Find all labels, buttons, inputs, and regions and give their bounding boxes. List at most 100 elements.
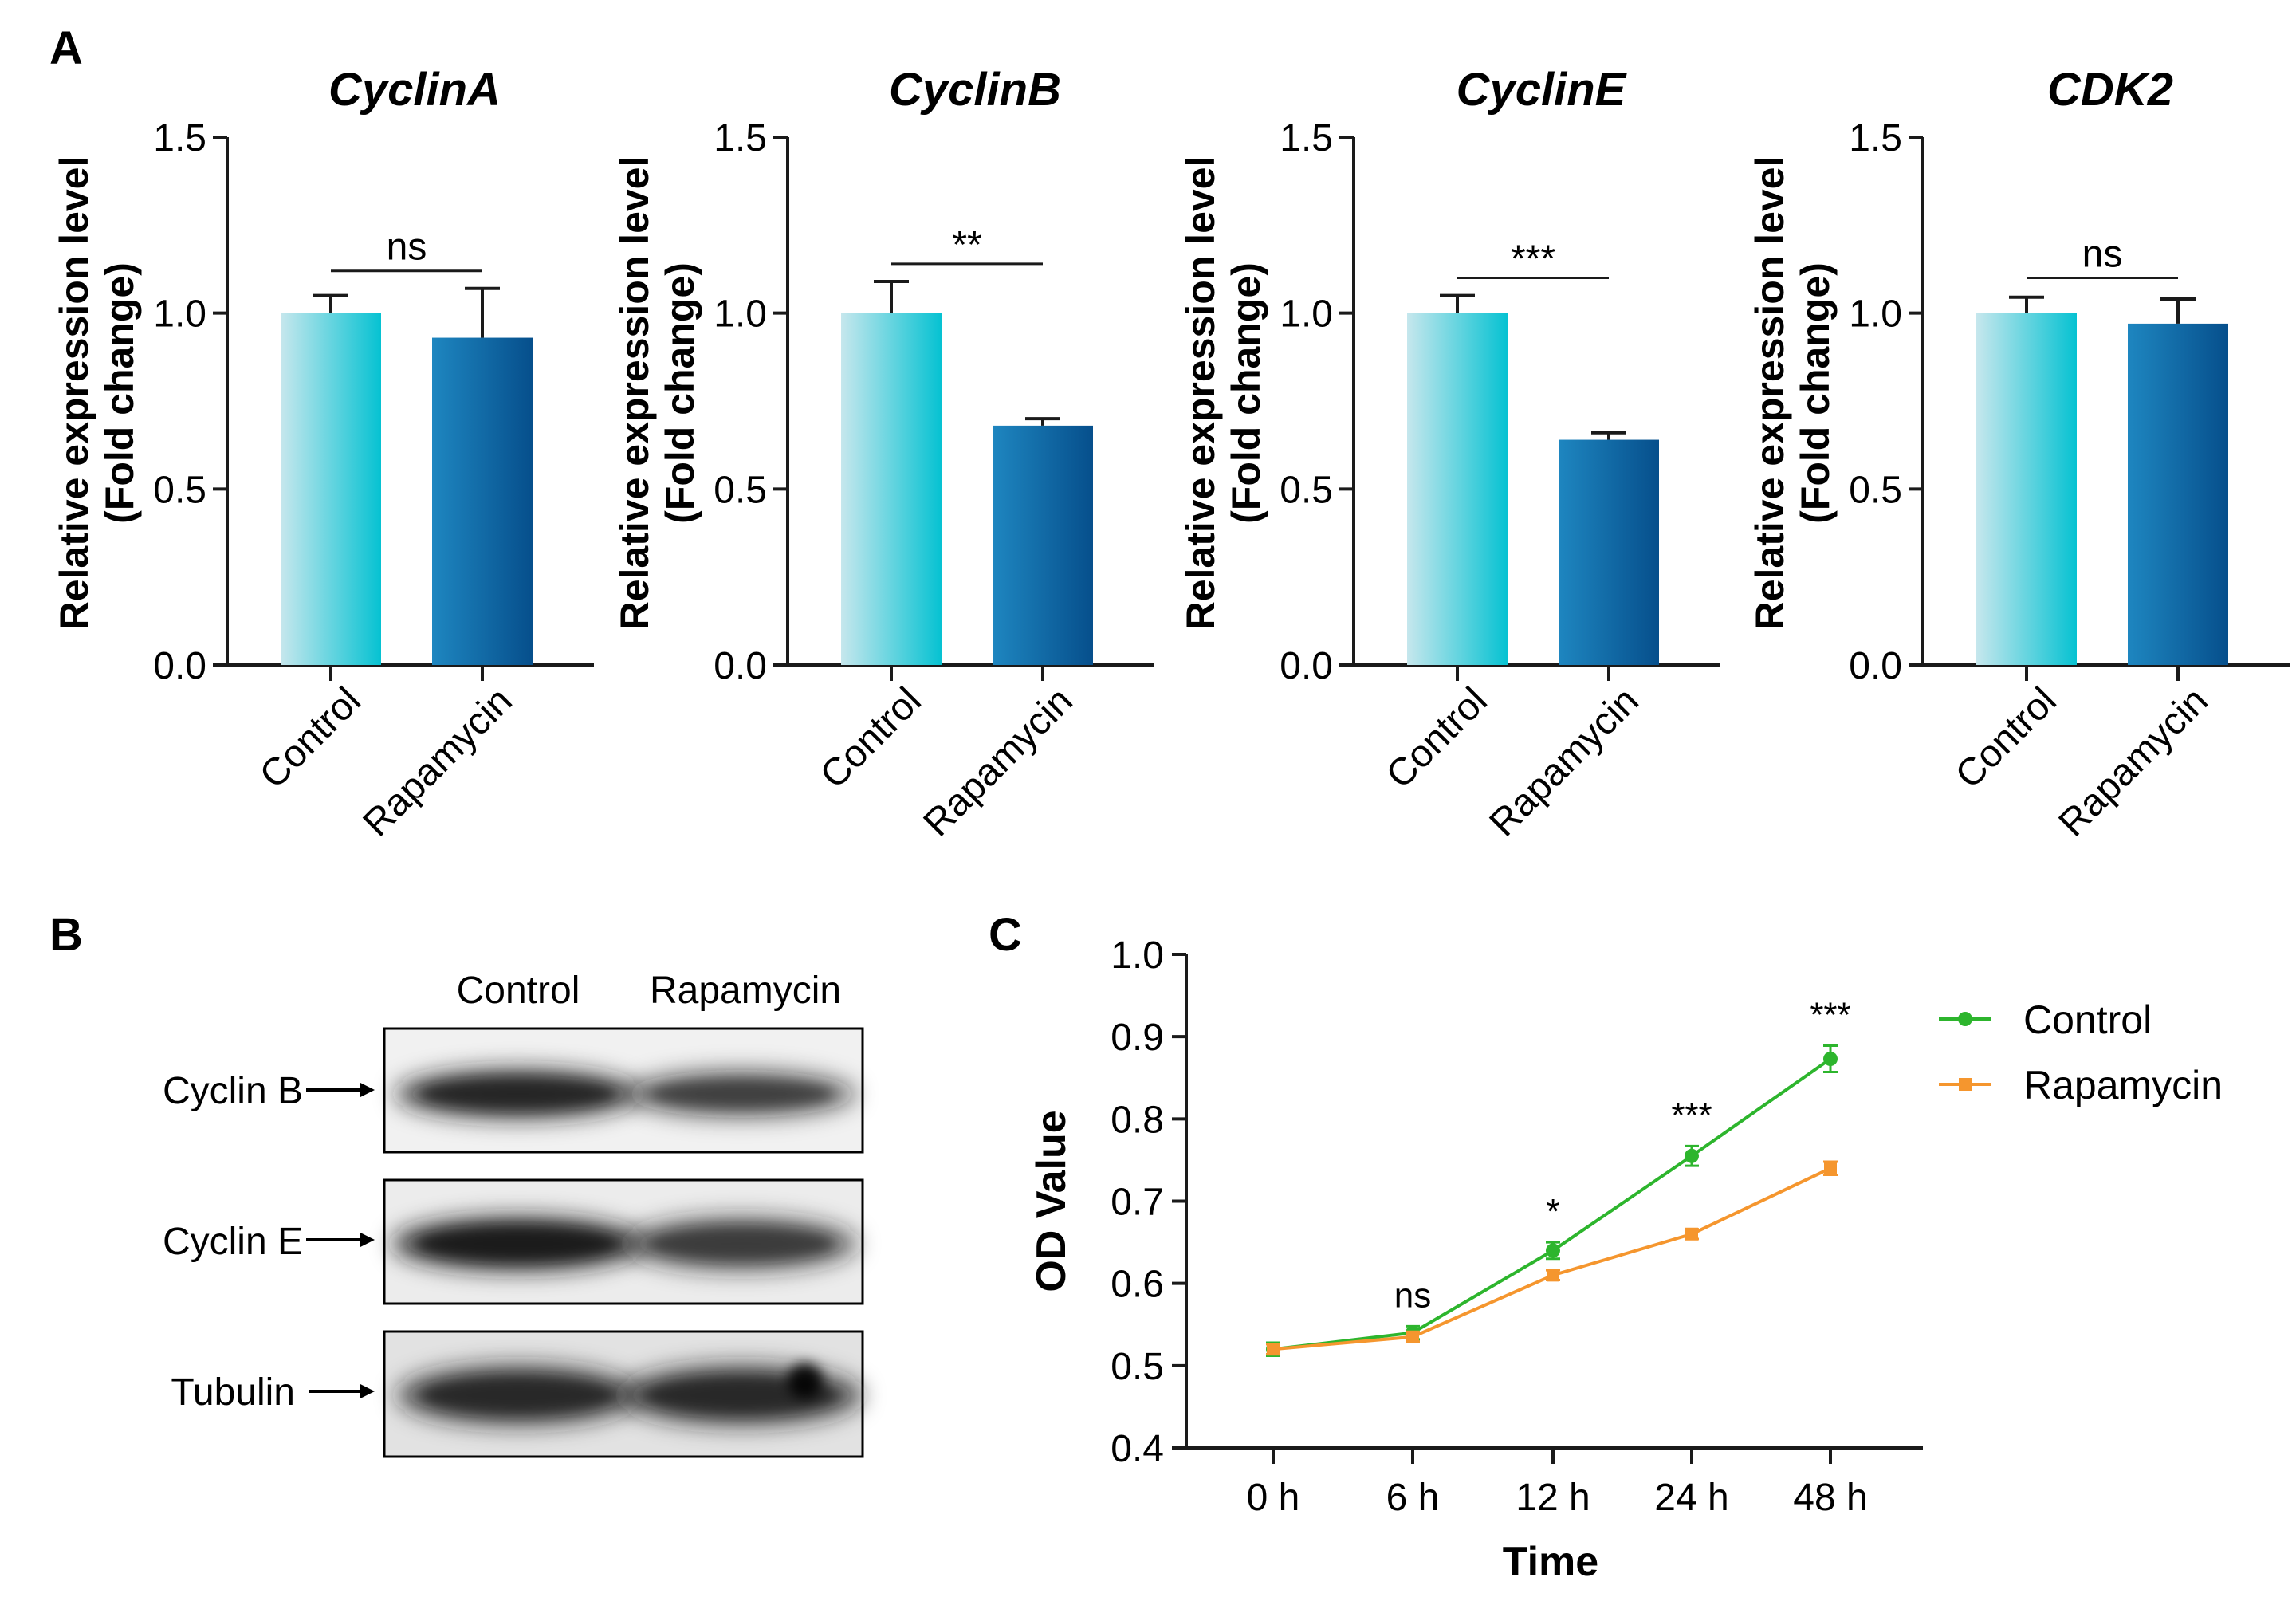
- bar-control: [1976, 313, 2077, 665]
- y-axis-label: Relative expression level: [1748, 156, 1792, 631]
- x-tick-label: 48 h: [1793, 1477, 1867, 1519]
- x-tick-label: 0 h: [1247, 1477, 1300, 1519]
- y-tick-label: 0.5: [153, 469, 206, 511]
- blot-bands: [395, 1068, 856, 1120]
- blot-band-core: [417, 1225, 619, 1262]
- data-point: [1685, 1227, 1698, 1241]
- x-tick-label: 12 h: [1516, 1477, 1590, 1519]
- panel-label-b: B: [49, 909, 83, 961]
- bar-control: [841, 313, 942, 665]
- y-tick-label: 1.5: [1280, 117, 1333, 159]
- x-tick-label: 24 h: [1654, 1477, 1728, 1519]
- x-tick-label: Rapamycin: [2051, 679, 2216, 844]
- bar-chart-cycline: CyclinE Relative expression level (Fold ch…: [1178, 64, 1720, 845]
- x-tick-label: Control: [1948, 679, 2065, 797]
- blot-bands: [397, 1363, 863, 1426]
- y-axis-label: Relative expression level: [1178, 156, 1223, 631]
- significance-label: ***: [1511, 238, 1555, 281]
- blot-row-label: Cyclin E: [163, 1221, 303, 1263]
- data-point: [1824, 1162, 1837, 1175]
- y-tick-label: 0.5: [1280, 469, 1333, 511]
- arrow-head: [360, 1384, 375, 1398]
- y-tick-label: 0.0: [1280, 645, 1333, 687]
- bar-chart-cyclina: CyclinA Relative expression level (Fold ch…: [52, 64, 594, 845]
- data-point: [1547, 1269, 1559, 1282]
- y-tick-label: 1.0: [1111, 934, 1164, 977]
- blot-row-tubulin: Tubulin: [171, 1330, 864, 1458]
- x-tick-label: Rapamycin: [916, 679, 1081, 844]
- data-point: [1685, 1148, 1699, 1163]
- y-tick-label: 1.5: [714, 117, 767, 159]
- blot-band-spot: [788, 1363, 823, 1398]
- y-axis-label-unit: (Fold change): [1793, 262, 1838, 524]
- y-axis-label-unit: (Fold change): [1224, 262, 1268, 524]
- blot-band-core: [648, 1225, 835, 1262]
- y-tick-label: 1.0: [153, 293, 206, 336]
- bar-rapamycin: [1559, 439, 1659, 665]
- y-tick-label: 0.0: [714, 645, 767, 687]
- y-axis-label: OD Value: [1028, 1110, 1075, 1292]
- legend-label: Rapamycin: [2023, 1063, 2223, 1107]
- x-tick-label: 6 h: [1386, 1477, 1440, 1519]
- x-tick-label: Control: [812, 679, 930, 797]
- bar-chart-cdk2: CDK2 Relative expression level (Fold chang…: [1748, 64, 2290, 845]
- series-rapamycin: [1266, 1160, 1838, 1356]
- arrow-head: [360, 1233, 375, 1247]
- significance-label: ns: [1394, 1276, 1431, 1315]
- legend-label: Control: [2023, 997, 2152, 1042]
- legend-marker: [1958, 1012, 1972, 1026]
- data-point: [1406, 1330, 1419, 1343]
- bar-rapamycin: [2128, 323, 2228, 665]
- y-axis-label: Relative expression level: [612, 156, 657, 631]
- panel-label-c: C: [989, 909, 1022, 961]
- y-tick-label: 0.6: [1111, 1264, 1164, 1306]
- y-tick-label: 0.5: [1111, 1346, 1164, 1388]
- x-tick-label: Rapamycin: [1482, 679, 1647, 844]
- chart-title: CyclinB: [889, 64, 1061, 116]
- x-tick-label: Rapamycin: [356, 679, 521, 844]
- bar-control: [1407, 313, 1508, 665]
- x-tick-label: Control: [1378, 679, 1496, 797]
- significance-label: ns: [387, 226, 427, 269]
- y-tick-label: 1.0: [1849, 293, 1902, 336]
- blot-band-core: [419, 1077, 617, 1111]
- blot-row-cyclin-b: Cyclin B: [163, 1027, 864, 1154]
- blot-band-core: [649, 1078, 834, 1110]
- y-tick-label: 0.5: [714, 469, 767, 511]
- chart-title: CDK2: [2047, 64, 2173, 116]
- y-tick-label: 1.0: [1280, 293, 1333, 336]
- data-point: [1546, 1243, 1560, 1258]
- bar-chart-cyclinb: CyclinB Relative expression level (Fold ch…: [612, 64, 1154, 845]
- blot-row-label: Tubulin: [171, 1371, 295, 1414]
- blot-lane-label-rapamycin: Rapamycin: [650, 970, 841, 1012]
- y-tick-label: 0.4: [1111, 1428, 1164, 1470]
- y-tick-label: 0.7: [1111, 1182, 1164, 1224]
- blot-row-label: Cyclin B: [163, 1070, 303, 1112]
- bar-control: [281, 313, 381, 665]
- x-axis-label: Time: [1503, 1539, 1598, 1585]
- y-tick-label: 0.5: [1849, 469, 1902, 511]
- y-tick-label: 0.0: [1849, 645, 1902, 687]
- y-axis-label-unit: (Fold change): [97, 262, 142, 524]
- significance-label: ***: [1810, 996, 1850, 1035]
- y-tick-label: 0.0: [153, 645, 206, 687]
- significance-label: ***: [1671, 1096, 1712, 1135]
- panel-b-western-blot: Control Rapamycin Cyclin B Cyclin E Tubu…: [163, 970, 864, 1458]
- blot-row-cyclin-e: Cyclin E: [163, 1178, 864, 1305]
- blot-band-core: [421, 1375, 615, 1415]
- significance-label: *: [1546, 1192, 1559, 1231]
- chart-title: CyclinA: [328, 64, 501, 116]
- panel-label-a: A: [49, 22, 83, 74]
- y-tick-label: 1.5: [1849, 117, 1902, 159]
- arrow-head: [360, 1083, 375, 1097]
- significance-label: **: [952, 224, 981, 266]
- data-point: [1823, 1052, 1838, 1067]
- significance-label: ns: [2082, 234, 2123, 276]
- legend: Control Rapamycin: [1939, 997, 2223, 1107]
- y-axis-label-unit: (Fold change): [658, 262, 702, 524]
- y-tick-label: 1.5: [153, 117, 206, 159]
- legend-marker: [1959, 1078, 1972, 1091]
- chart-title: CyclinE: [1457, 64, 1628, 116]
